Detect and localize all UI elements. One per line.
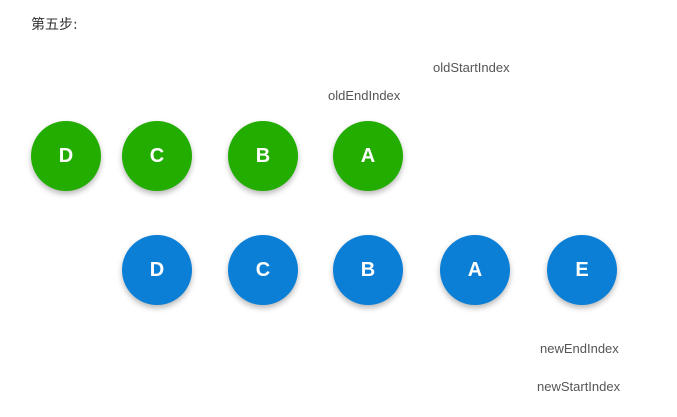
old-start-index-label: oldStartIndex [433,60,510,75]
old-node-4: A [333,121,403,191]
new-node-1: D [122,235,192,305]
old-end-index-label: oldEndIndex [328,88,401,103]
new-node-5: E [547,235,617,305]
old-node-3: B [228,121,298,191]
new-start-index-label: newStartIndex [537,379,621,394]
new-node-4: A [440,235,510,305]
old-node-1: D [31,121,101,191]
new-node-3: B [333,235,403,305]
new-node-2: C [228,235,298,305]
step-title: 第五步: [31,17,78,33]
new-end-index-label: newEndIndex [540,341,619,356]
old-node-2: C [122,121,192,191]
